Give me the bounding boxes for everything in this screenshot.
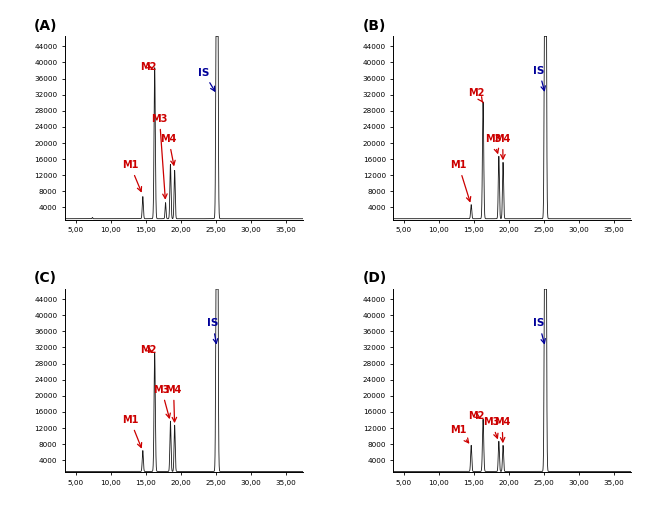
Text: M3: M3 — [154, 385, 171, 418]
Text: M2: M2 — [469, 411, 485, 421]
Text: M4: M4 — [495, 134, 511, 159]
Text: M2: M2 — [140, 345, 157, 354]
Text: M3: M3 — [486, 134, 502, 153]
Text: M4: M4 — [161, 134, 177, 165]
Text: (B): (B) — [363, 19, 386, 33]
Text: IS: IS — [207, 318, 219, 344]
Text: IS: IS — [198, 67, 215, 91]
Text: (A): (A) — [34, 19, 58, 33]
Text: M2: M2 — [468, 88, 484, 103]
Text: (C): (C) — [34, 271, 57, 285]
Text: M4: M4 — [165, 385, 182, 422]
Text: M4: M4 — [494, 417, 510, 442]
Text: M3: M3 — [152, 114, 168, 198]
Text: M1: M1 — [450, 160, 471, 201]
Text: M1: M1 — [122, 160, 141, 192]
Text: M2: M2 — [140, 62, 157, 72]
Text: M3: M3 — [483, 417, 500, 438]
Text: M1: M1 — [450, 425, 469, 443]
Text: IS: IS — [533, 65, 546, 91]
Text: (D): (D) — [363, 271, 387, 285]
Text: IS: IS — [533, 318, 546, 344]
Text: M1: M1 — [122, 415, 142, 447]
